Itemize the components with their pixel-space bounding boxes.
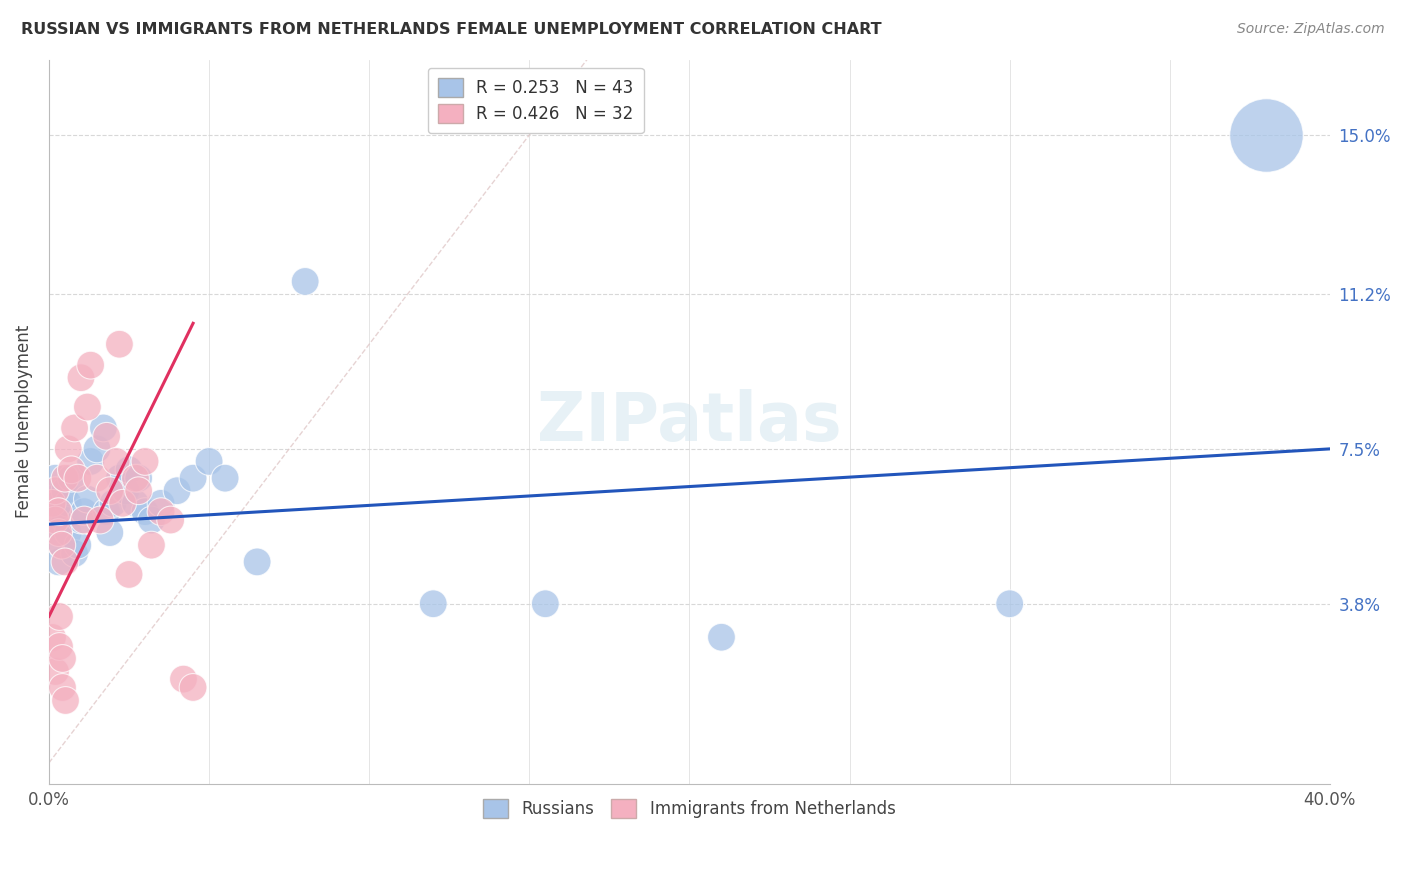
Point (89, 513, 111, 527)
Point (51, 505, 73, 519)
Point (70, 370, 93, 384)
Point (1254, 128, 1277, 142)
Point (66, 471, 89, 485)
Point (51, 681, 73, 695)
Point (128, 483, 150, 498)
Point (73, 505, 96, 519)
Point (56, 442, 79, 456)
Point (998, 597, 1021, 611)
Point (48, 555, 70, 569)
Legend: Russians, Immigrants from Netherlands: Russians, Immigrants from Netherlands (475, 790, 904, 826)
Text: Source: ZipAtlas.com: Source: ZipAtlas.com (1237, 22, 1385, 37)
Point (124, 496, 146, 510)
Point (150, 496, 173, 510)
Point (70, 513, 93, 527)
Point (294, 275, 316, 289)
Point (172, 672, 194, 686)
Point (53, 555, 76, 569)
Point (86, 471, 108, 485)
Point (534, 597, 557, 611)
Point (159, 513, 181, 527)
Point (41, 630, 63, 644)
Point (79, 358, 101, 372)
Point (48, 505, 70, 519)
Point (108, 337, 131, 351)
Point (79, 454, 101, 468)
Point (181, 471, 204, 485)
Point (44, 664, 66, 678)
Y-axis label: Female Unemployment: Female Unemployment (15, 325, 32, 518)
Point (198, 454, 221, 468)
Point (53, 513, 76, 527)
Text: ZIPatlas: ZIPatlas (537, 389, 842, 455)
Point (124, 471, 146, 485)
Point (96, 505, 118, 519)
Point (48, 496, 70, 510)
Point (96, 429, 118, 443)
Point (44, 513, 66, 527)
Point (76, 400, 98, 414)
Point (166, 483, 188, 498)
Point (118, 463, 141, 477)
Point (73, 513, 96, 527)
Point (128, 471, 150, 485)
Point (44, 513, 66, 527)
Point (56, 496, 79, 510)
Point (53, 471, 76, 485)
Point (41, 496, 63, 510)
Point (134, 454, 156, 468)
Point (422, 597, 444, 611)
Point (60, 471, 83, 485)
Point (118, 567, 141, 582)
Point (48, 609, 70, 624)
Point (93, 421, 115, 435)
Point (41, 492, 63, 507)
Point (111, 496, 134, 510)
Point (710, 630, 733, 644)
Point (44, 483, 66, 498)
Point (86, 442, 108, 456)
Point (150, 505, 173, 519)
Point (53, 693, 76, 707)
Point (48, 525, 70, 540)
Point (51, 651, 73, 665)
Point (214, 471, 236, 485)
Point (98, 525, 121, 540)
Point (246, 555, 269, 569)
Point (56, 525, 79, 540)
Text: RUSSIAN VS IMMIGRANTS FROM NETHERLANDS FEMALE UNEMPLOYMENT CORRELATION CHART: RUSSIAN VS IMMIGRANTS FROM NETHERLANDS F… (21, 22, 882, 37)
Point (108, 471, 131, 485)
Point (51, 538, 73, 552)
Point (76, 492, 98, 507)
Point (48, 525, 70, 540)
Point (53, 483, 76, 498)
Point (181, 681, 204, 695)
Point (63, 421, 86, 435)
Point (44, 471, 66, 485)
Point (63, 547, 86, 561)
Point (48, 639, 70, 653)
Point (134, 505, 156, 519)
Point (98, 483, 121, 498)
Point (60, 463, 83, 477)
Point (114, 483, 136, 498)
Point (141, 513, 163, 527)
Point (105, 454, 128, 468)
Point (101, 496, 124, 510)
Point (51, 538, 73, 552)
Point (66, 538, 89, 552)
Point (141, 538, 163, 552)
